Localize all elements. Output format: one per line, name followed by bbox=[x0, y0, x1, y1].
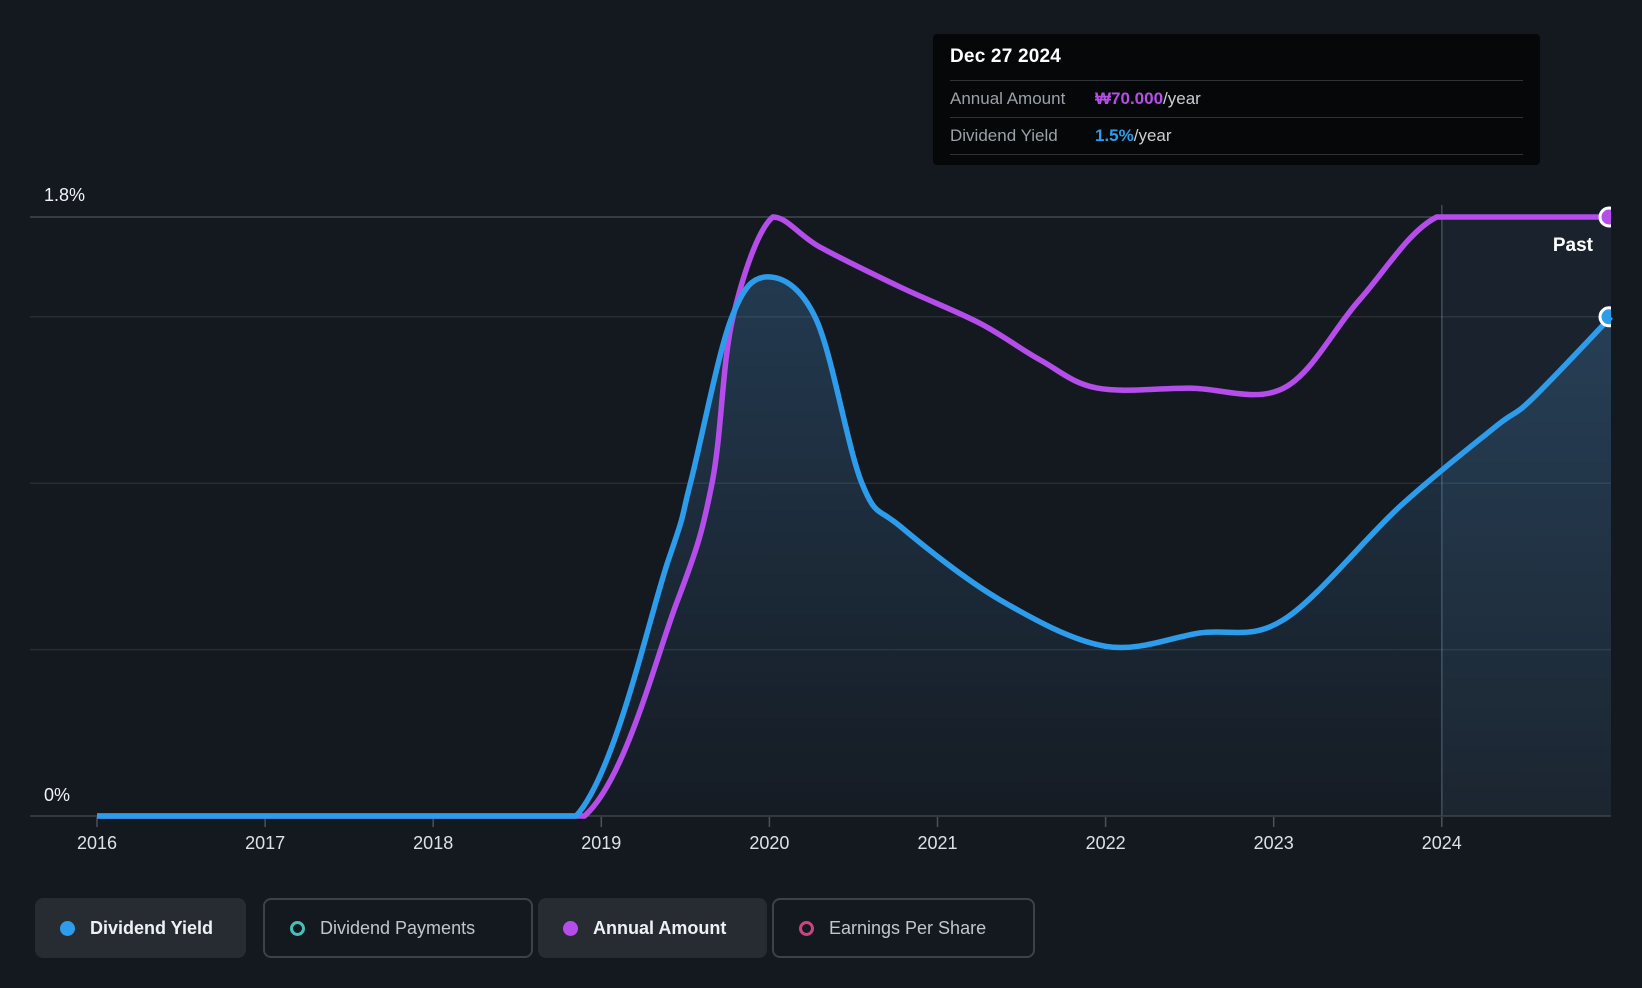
x-axis-label: 2024 bbox=[1422, 833, 1462, 853]
x-axis-labels: 2016 2017 2018 2019 2020 2021 2022 2023 2024 bbox=[77, 833, 1462, 853]
dividend-payments-swatch-icon bbox=[290, 920, 305, 936]
legend-button-earnings-per-share[interactable]: Earnings Per Share bbox=[772, 898, 1035, 958]
past-label: Past bbox=[1553, 235, 1594, 256]
x-axis-label: 2022 bbox=[1086, 833, 1126, 853]
legend-label: Annual Amount bbox=[593, 917, 727, 938]
x-axis-label: 2019 bbox=[581, 833, 621, 853]
tooltip-suffix: /year bbox=[1163, 89, 1201, 108]
y-axis-max-label: 1.8% bbox=[44, 185, 85, 205]
x-axis-label: 2016 bbox=[77, 833, 117, 853]
tooltip-date: Dec 27 2024 bbox=[950, 46, 1062, 67]
annual-amount-swatch-icon bbox=[563, 920, 578, 936]
dividend-yield-area bbox=[97, 276, 1611, 816]
dividend-yield-swatch-icon bbox=[60, 920, 75, 936]
annual-amount-endpoint bbox=[1598, 206, 1611, 228]
earnings-per-share-swatch-icon bbox=[799, 920, 814, 936]
dividend-yield-endpoint bbox=[1598, 306, 1611, 328]
legend-button-dividend-payments[interactable]: Dividend Payments bbox=[263, 898, 533, 958]
tooltip-value: ₩70.000 bbox=[1095, 89, 1164, 108]
tooltip-value: 1.5% bbox=[1095, 126, 1134, 145]
x-axis-label: 2017 bbox=[245, 833, 285, 853]
x-axis-label: 2021 bbox=[917, 833, 957, 853]
x-axis-label: 2023 bbox=[1254, 833, 1294, 853]
tooltip-label: Dividend Yield bbox=[950, 126, 1058, 145]
legend-button-annual-amount[interactable]: Annual Amount bbox=[538, 898, 767, 958]
legend-label: Earnings Per Share bbox=[829, 917, 987, 938]
dividend-yield-line bbox=[97, 274, 1613, 819]
legend-label: Dividend Yield bbox=[90, 917, 214, 938]
y-axis-zero-label: 0% bbox=[44, 785, 70, 805]
tooltip-suffix: /year bbox=[1133, 126, 1172, 145]
tooltip-row-annual-amount: Annual Amount ₩70.000 /year bbox=[950, 80, 1523, 117]
x-axis-label: 2018 bbox=[413, 833, 453, 853]
tooltip-label: Annual Amount bbox=[950, 89, 1066, 108]
chart-tooltip: Dec 27 2024 Annual Amount ₩70.000 /year … bbox=[933, 34, 1540, 165]
legend-label: Dividend Payments bbox=[320, 917, 476, 938]
x-axis-label: 2020 bbox=[749, 833, 789, 853]
legend-button-dividend-yield[interactable]: Dividend Yield bbox=[35, 898, 246, 958]
tooltip-row-dividend-yield: Dividend Yield 1.5% /year bbox=[950, 117, 1523, 155]
